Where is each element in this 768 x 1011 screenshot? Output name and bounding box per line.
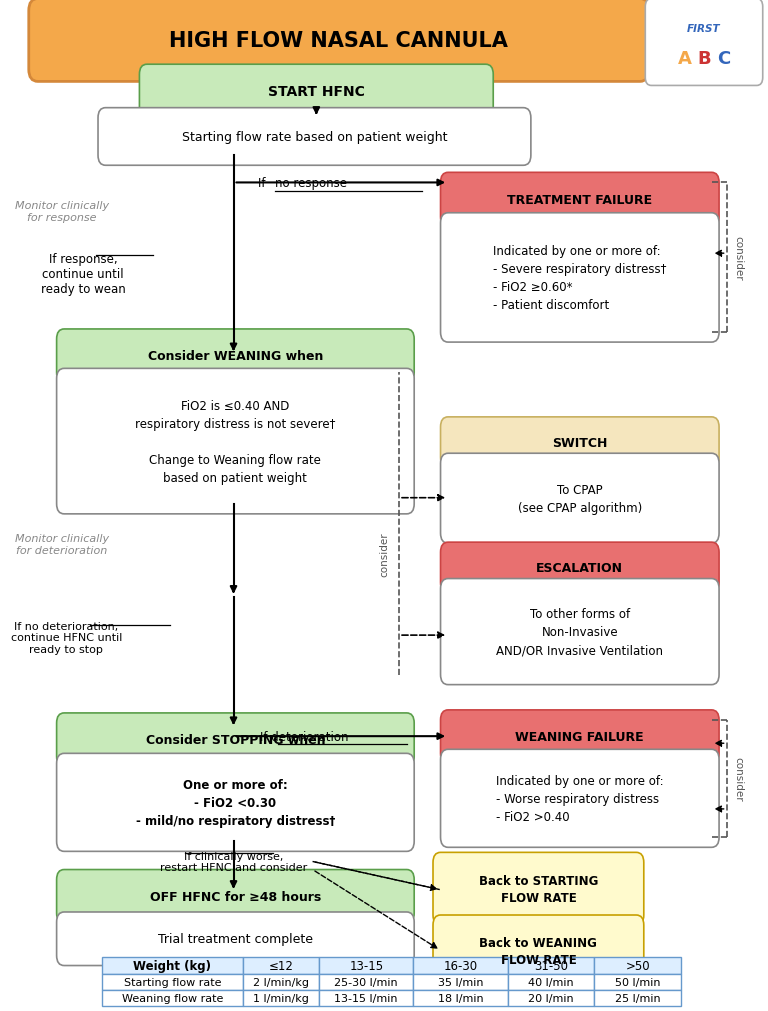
FancyBboxPatch shape	[57, 912, 414, 966]
FancyBboxPatch shape	[243, 974, 319, 990]
Text: If no deterioration,
continue HFNC until
ready to stop: If no deterioration, continue HFNC until…	[11, 621, 122, 654]
FancyBboxPatch shape	[319, 990, 413, 1006]
Text: OFF HFNC for ≥48 hours: OFF HFNC for ≥48 hours	[150, 890, 321, 903]
FancyBboxPatch shape	[243, 990, 319, 1006]
Text: Weight (kg): Weight (kg)	[134, 959, 211, 972]
Text: FiO2 is ≤0.40 AND
respiratory distress is not severe†

Change to Weaning flow ra: FiO2 is ≤0.40 AND respiratory distress i…	[135, 399, 336, 484]
FancyBboxPatch shape	[594, 974, 681, 990]
Text: Back to STARTING
FLOW RATE: Back to STARTING FLOW RATE	[478, 874, 598, 904]
FancyBboxPatch shape	[441, 710, 719, 763]
FancyBboxPatch shape	[57, 713, 414, 766]
FancyBboxPatch shape	[433, 852, 644, 925]
FancyBboxPatch shape	[441, 579, 719, 684]
Text: 20 l/min: 20 l/min	[528, 993, 574, 1003]
Text: FIRST: FIRST	[687, 24, 721, 33]
Text: Monitor clinically
for deterioration: Monitor clinically for deterioration	[15, 534, 109, 555]
FancyBboxPatch shape	[594, 990, 681, 1006]
Text: If deterioration: If deterioration	[260, 730, 349, 743]
Text: >50: >50	[626, 959, 650, 972]
FancyBboxPatch shape	[508, 957, 594, 974]
Text: 13-15: 13-15	[349, 959, 383, 972]
FancyBboxPatch shape	[28, 0, 649, 82]
Text: consider: consider	[379, 532, 389, 576]
FancyBboxPatch shape	[441, 543, 719, 593]
FancyBboxPatch shape	[413, 957, 508, 974]
FancyBboxPatch shape	[102, 957, 243, 974]
FancyBboxPatch shape	[57, 869, 414, 923]
Text: 25 l/min: 25 l/min	[615, 993, 660, 1003]
Text: Weaning flow rate: Weaning flow rate	[122, 993, 223, 1003]
Text: If response,
continue until
ready to wean: If response, continue until ready to wea…	[41, 253, 125, 295]
Text: consider: consider	[733, 236, 743, 280]
Text: Consider WEANING when: Consider WEANING when	[147, 350, 323, 363]
FancyBboxPatch shape	[645, 0, 763, 86]
Text: One or more of:
- FiO2 <0.30
- mild/no respiratory distress†: One or more of: - FiO2 <0.30 - mild/no r…	[136, 778, 335, 827]
Text: ESCALATION: ESCALATION	[536, 561, 624, 574]
Text: If clinically worse,
restart HFNC and consider: If clinically worse, restart HFNC and co…	[160, 851, 307, 872]
Text: A: A	[677, 50, 691, 68]
FancyBboxPatch shape	[102, 990, 243, 1006]
FancyBboxPatch shape	[508, 990, 594, 1006]
Text: B: B	[697, 50, 711, 68]
FancyBboxPatch shape	[319, 974, 413, 990]
FancyBboxPatch shape	[57, 330, 414, 383]
Text: Indicated by one or more of:
- Severe respiratory distress†
- FiO2 ≥0.60*
- Pati: Indicated by one or more of: - Severe re…	[493, 245, 667, 311]
FancyBboxPatch shape	[413, 990, 508, 1006]
FancyBboxPatch shape	[57, 369, 414, 515]
Text: If: If	[257, 177, 269, 190]
Text: 13-15 l/min: 13-15 l/min	[335, 993, 398, 1003]
FancyBboxPatch shape	[319, 957, 413, 974]
Text: 16-30: 16-30	[443, 959, 478, 972]
Text: Starting flow rate based on patient weight: Starting flow rate based on patient weig…	[182, 130, 447, 144]
Text: HIGH FLOW NASAL CANNULA: HIGH FLOW NASAL CANNULA	[170, 31, 508, 51]
Text: Back to WEANING
FLOW RATE: Back to WEANING FLOW RATE	[479, 936, 598, 967]
Text: To other forms of
Non-Invasive
AND/OR Invasive Ventilation: To other forms of Non-Invasive AND/OR In…	[496, 608, 664, 656]
FancyBboxPatch shape	[413, 974, 508, 990]
FancyBboxPatch shape	[441, 749, 719, 847]
FancyBboxPatch shape	[102, 974, 243, 990]
FancyBboxPatch shape	[433, 915, 644, 988]
FancyBboxPatch shape	[441, 418, 719, 468]
FancyBboxPatch shape	[140, 65, 493, 119]
Text: 25-30 l/min: 25-30 l/min	[334, 977, 398, 987]
Text: To CPAP
(see CPAP algorithm): To CPAP (see CPAP algorithm)	[518, 483, 642, 515]
Text: Starting flow rate: Starting flow rate	[124, 977, 221, 987]
Text: 31-50: 31-50	[534, 959, 568, 972]
FancyBboxPatch shape	[57, 753, 414, 851]
Text: Monitor clinically
for response: Monitor clinically for response	[15, 201, 109, 222]
Text: Trial treatment complete: Trial treatment complete	[158, 932, 313, 945]
Text: 1 l/min/kg: 1 l/min/kg	[253, 993, 309, 1003]
FancyBboxPatch shape	[441, 454, 719, 544]
Text: START HFNC: START HFNC	[268, 85, 365, 99]
Text: 35 l/min: 35 l/min	[438, 977, 483, 987]
Text: 18 l/min: 18 l/min	[438, 993, 483, 1003]
FancyBboxPatch shape	[243, 957, 319, 974]
Text: 2 l/min/kg: 2 l/min/kg	[253, 977, 309, 987]
FancyBboxPatch shape	[441, 173, 719, 227]
Text: 40 l/min: 40 l/min	[528, 977, 574, 987]
Text: SWITCH: SWITCH	[552, 436, 607, 449]
Text: C: C	[717, 50, 730, 68]
Text: TREATMENT FAILURE: TREATMENT FAILURE	[507, 194, 652, 207]
Text: no response: no response	[275, 177, 347, 190]
Text: ≤12: ≤12	[269, 959, 293, 972]
Text: Indicated by one or more of:
- Worse respiratory distress
- FiO2 >0.40: Indicated by one or more of: - Worse res…	[496, 774, 664, 823]
Text: consider: consider	[733, 756, 743, 801]
FancyBboxPatch shape	[441, 213, 719, 343]
Text: 50 l/min: 50 l/min	[615, 977, 660, 987]
FancyBboxPatch shape	[594, 957, 681, 974]
Text: Consider STOPPING when: Consider STOPPING when	[146, 733, 325, 746]
Text: WEANING FAILURE: WEANING FAILURE	[515, 730, 644, 743]
FancyBboxPatch shape	[98, 108, 531, 166]
FancyBboxPatch shape	[508, 974, 594, 990]
